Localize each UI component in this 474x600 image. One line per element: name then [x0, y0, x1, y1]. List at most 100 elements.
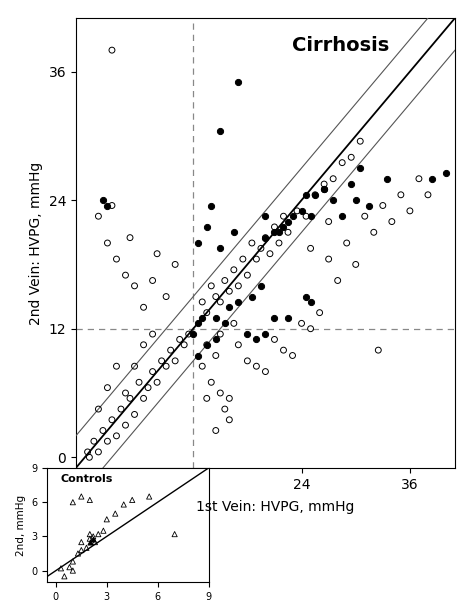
Point — [271, 222, 278, 232]
Point — [266, 249, 274, 259]
Point — [185, 329, 192, 339]
Point — [104, 238, 111, 248]
Point — [244, 356, 251, 365]
Point — [343, 238, 350, 248]
Point — [86, 495, 93, 505]
Point — [302, 292, 310, 301]
Point — [203, 222, 210, 232]
Point — [167, 346, 174, 355]
Point — [307, 244, 314, 253]
Point — [352, 260, 359, 269]
Point — [69, 497, 77, 507]
Point — [257, 281, 264, 290]
Point — [61, 571, 68, 581]
Point — [230, 227, 237, 237]
Point — [208, 281, 215, 290]
Point — [158, 356, 165, 365]
Point — [171, 529, 178, 539]
Point — [78, 538, 85, 547]
Point — [144, 383, 152, 392]
Point — [95, 211, 102, 221]
Point — [78, 492, 85, 502]
Point — [230, 265, 237, 275]
Point — [190, 329, 197, 339]
Point — [428, 174, 436, 184]
Point — [91, 538, 99, 547]
Point — [66, 562, 73, 572]
Point — [203, 340, 210, 350]
Point — [203, 394, 210, 403]
Point — [221, 275, 228, 285]
Point — [199, 313, 206, 323]
Point — [248, 238, 255, 248]
Point — [90, 534, 97, 544]
Point — [280, 211, 287, 221]
Point — [248, 292, 255, 301]
Point — [262, 233, 269, 242]
Point — [307, 211, 314, 221]
Point — [203, 340, 210, 350]
Point — [162, 361, 170, 371]
Point — [199, 361, 206, 371]
Point — [235, 77, 242, 87]
Point — [194, 350, 201, 360]
Point — [99, 426, 107, 436]
Point — [153, 377, 161, 387]
Point — [365, 200, 373, 210]
Y-axis label: 2nd, mmHg: 2nd, mmHg — [16, 494, 26, 556]
Point — [113, 361, 120, 371]
Point — [397, 190, 405, 200]
Point — [117, 404, 125, 414]
Point — [284, 313, 292, 323]
Point — [131, 281, 138, 290]
Point — [302, 190, 310, 200]
Point — [284, 217, 292, 226]
Point — [284, 227, 292, 237]
Point — [74, 548, 82, 558]
Point — [135, 377, 143, 387]
Point — [203, 308, 210, 317]
Point — [162, 292, 170, 301]
Point — [356, 136, 364, 146]
Point — [280, 222, 287, 232]
Point — [199, 297, 206, 307]
Point — [334, 275, 341, 285]
Point — [230, 319, 237, 328]
Point — [361, 211, 369, 221]
Point — [383, 174, 391, 184]
Point — [370, 227, 378, 237]
Point — [140, 340, 147, 350]
Point — [226, 415, 233, 425]
Point — [424, 190, 432, 200]
Point — [140, 302, 147, 312]
Text: Cirrhosis: Cirrhosis — [292, 36, 389, 55]
Point — [176, 335, 183, 344]
Point — [325, 217, 332, 226]
Point — [226, 302, 233, 312]
Point — [217, 329, 224, 339]
Point — [100, 526, 107, 535]
Point — [289, 350, 296, 360]
Point — [235, 281, 242, 290]
Point — [212, 313, 219, 323]
Point — [86, 529, 93, 539]
Point — [122, 271, 129, 280]
Point — [320, 185, 328, 194]
Point — [217, 125, 224, 135]
Point — [140, 394, 147, 403]
Point — [262, 211, 269, 221]
Point — [104, 383, 111, 392]
Point — [172, 356, 179, 365]
Point — [86, 534, 93, 544]
Point — [128, 495, 136, 505]
Point — [307, 297, 314, 307]
Point — [69, 557, 77, 566]
Point — [149, 275, 156, 285]
Point — [217, 297, 224, 307]
Point — [212, 292, 219, 301]
Point — [302, 211, 310, 221]
Text: Controls: Controls — [60, 474, 113, 484]
Point — [113, 254, 120, 264]
Point — [212, 335, 219, 344]
Point — [208, 200, 215, 210]
